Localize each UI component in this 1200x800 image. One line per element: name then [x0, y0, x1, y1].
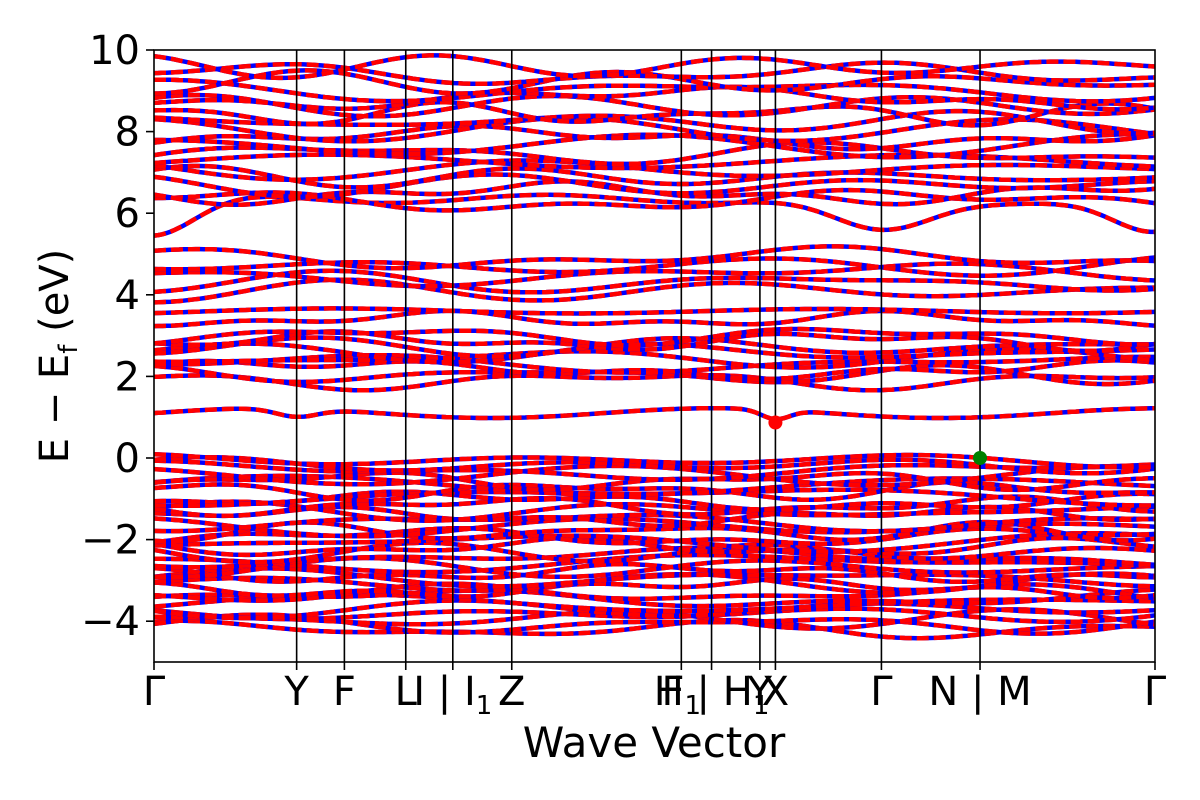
band-line-spin-down: [154, 99, 1155, 128]
plot-frame: [153, 49, 1156, 663]
band-line-spin-down: [154, 268, 1155, 295]
band-line-spin-down: [154, 326, 1155, 348]
cbm-marker: [768, 415, 783, 430]
band-line-spin-down: [154, 261, 1155, 289]
band-line-spin-down: [154, 525, 1155, 547]
band-line-spin-down: [154, 512, 1155, 534]
x-tick-label: F1: [662, 669, 702, 721]
x-tick-label: Z: [498, 669, 525, 715]
x-tick-label: Y: [283, 669, 309, 715]
band-line-spin-down: [154, 140, 1155, 167]
y-tick-label: 2: [115, 354, 140, 400]
y-tick-label: 8: [115, 110, 140, 156]
band-line-spin-down: [154, 612, 1155, 636]
y-tick-label: 6: [115, 191, 140, 237]
band-line-spin-down: [154, 489, 1155, 512]
band-line-spin-down: [154, 499, 1155, 523]
band-line-spin-down: [154, 308, 1155, 329]
band-line-spin-down: [154, 172, 1155, 200]
band-line-spin-down: [154, 535, 1155, 558]
y-axis-label: E − Ef (eV): [32, 249, 84, 464]
band-line-spin-down: [154, 335, 1155, 359]
x-tick-label: Γ: [1144, 669, 1167, 715]
band-line-spin-down: [154, 187, 1155, 213]
band-line-spin-down: [154, 545, 1155, 570]
band-line-spin-down: [154, 530, 1155, 554]
band-line-spin-down: [154, 479, 1155, 503]
x-tick-label: Γ: [870, 669, 893, 715]
band-line-spin-down: [154, 346, 1155, 370]
band-line-spin-down: [154, 255, 1155, 278]
band-line-spin-down: [154, 617, 1155, 641]
band-line-spin-down: [154, 123, 1155, 152]
band-line-spin-down: [154, 540, 1155, 565]
band-line-spin-down: [154, 192, 1155, 238]
band-line-spin-down: [154, 306, 1155, 316]
x-tick-label: I | I1: [413, 669, 492, 721]
y-tick-label: 0: [115, 436, 140, 482]
x-tick-label: N | M: [928, 669, 1031, 715]
band-line-spin-down: [154, 163, 1155, 190]
band-line-spin-down: [154, 244, 1155, 271]
band-line-spin-down: [154, 566, 1155, 589]
y-tick-label: −4: [81, 599, 140, 645]
band-line-spin-down: [154, 53, 1155, 81]
band-line-spin-down: [154, 454, 1155, 476]
band-line-spin-down: [154, 77, 1155, 104]
band-line-spin-down: [154, 115, 1155, 144]
x-tick-label: F: [333, 669, 356, 715]
x-tick-label: Y: [747, 669, 773, 715]
band-line-spin-down: [154, 92, 1155, 119]
band-line-spin-down: [154, 561, 1155, 585]
y-tick-label: 4: [115, 273, 140, 319]
y-axis-ticks: −4 −2 0 2 4 6 8 10: [81, 28, 154, 645]
band-line-spin-down: [154, 451, 1155, 470]
y-tick-label: −2: [81, 518, 140, 564]
band-line-spin-down: [154, 84, 1155, 112]
band-line-spin-down: [154, 329, 1155, 354]
band-line-spin-down: [154, 598, 1155, 621]
band-line-spin-down: [154, 405, 1155, 422]
x-axis-label: Wave Vector: [523, 718, 786, 767]
bands-layer: [154, 53, 1155, 641]
band-line-spin-down: [154, 158, 1155, 182]
band-line-spin-down: [154, 587, 1155, 609]
band-line-spin-down: [154, 555, 1155, 580]
y-tick-label: 10: [89, 28, 140, 74]
band-line-spin-down: [154, 277, 1155, 305]
kpoint-lines: [295, 50, 981, 662]
x-tick-label: Γ: [143, 669, 166, 715]
band-line-spin-down: [154, 352, 1155, 375]
x-tick-label: X: [762, 669, 789, 715]
band-line-spin-down: [154, 108, 1155, 136]
x-tick-label: H | H1: [654, 669, 770, 721]
band-line-spin-down: [154, 592, 1155, 614]
band-line-spin-down: [154, 60, 1155, 87]
x-tick-label: L: [395, 669, 418, 715]
vbm-marker: [973, 451, 988, 465]
band-line-spin-down: [154, 372, 1155, 393]
band-line-spin-down: [154, 68, 1155, 96]
extrema-markers: [768, 415, 988, 465]
